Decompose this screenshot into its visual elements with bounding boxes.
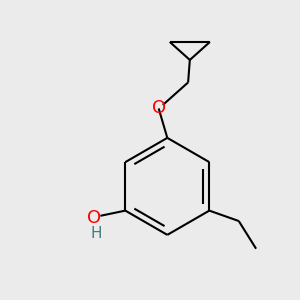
Text: O: O: [87, 208, 101, 226]
Text: H: H: [90, 226, 102, 241]
Text: O: O: [152, 99, 166, 117]
